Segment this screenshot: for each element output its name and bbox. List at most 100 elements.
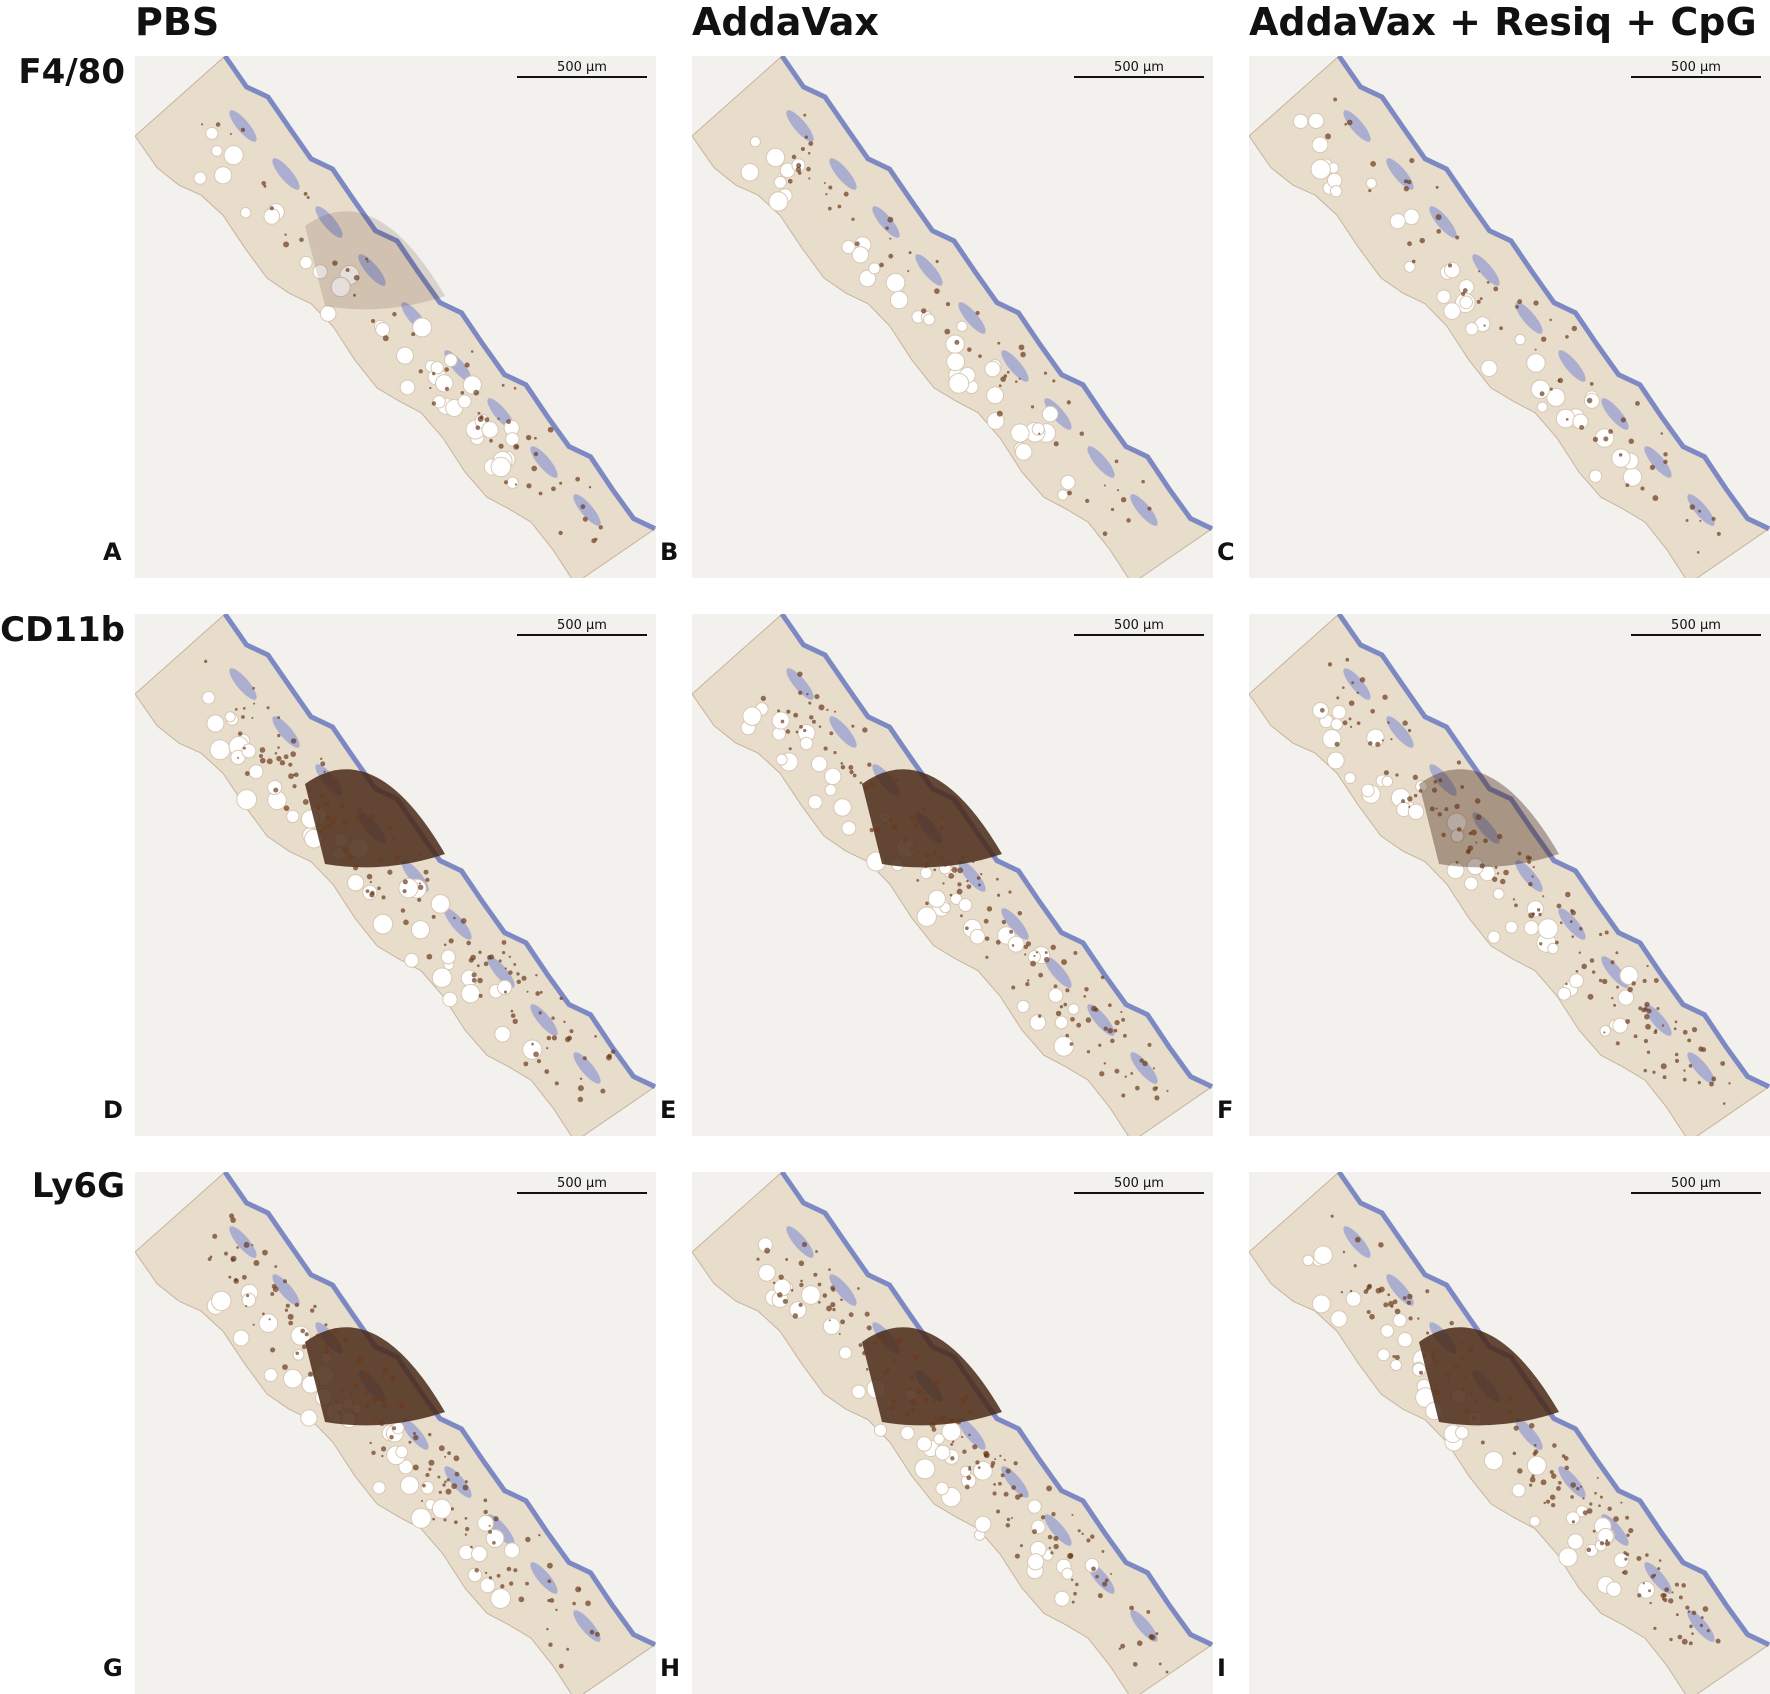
stain-dot (266, 706, 270, 710)
adipocyte (1529, 1515, 1541, 1527)
stain-dot (1166, 1089, 1169, 1092)
adipocyte (1536, 401, 1548, 413)
stain-dot (1120, 1643, 1126, 1649)
adipocyte (923, 313, 936, 326)
stain-dot (551, 486, 556, 492)
stain-dot (531, 465, 538, 472)
stain-dot (453, 1455, 460, 1462)
stain-dot (800, 1279, 803, 1283)
adipocyte (213, 166, 233, 185)
stain-dot (1716, 531, 1721, 536)
stain-dot (1453, 1364, 1457, 1368)
stain-dot (825, 193, 828, 196)
adipocyte (833, 798, 852, 817)
stain-dot (1507, 1409, 1513, 1414)
stain-dot (1615, 951, 1619, 955)
stain-dot (1587, 993, 1594, 1000)
stain-dot (940, 814, 944, 819)
follicle (1687, 1052, 1715, 1084)
follicle (229, 1226, 257, 1258)
stain-dot (795, 166, 802, 173)
adipocyte (248, 764, 264, 780)
stain-dot (1579, 424, 1585, 430)
stain-dot (326, 823, 332, 829)
stain-dot (944, 328, 951, 335)
stain-dot (261, 181, 266, 186)
stain-dot (244, 771, 250, 776)
stain-dot (1581, 963, 1587, 970)
stain-dot (1048, 1546, 1051, 1550)
adipocyte (1443, 302, 1461, 320)
stain-dot (349, 1390, 353, 1394)
follicle (1558, 908, 1586, 940)
adipocyte (1617, 989, 1635, 1006)
stain-dot (1673, 1027, 1677, 1031)
adipocyte (916, 906, 937, 927)
stain-dot (1649, 464, 1656, 470)
stain-dot (1436, 229, 1442, 234)
stain-dot (381, 895, 386, 900)
stain-dot (1613, 1516, 1619, 1522)
adipocyte (771, 711, 790, 730)
stain-dot (1449, 1320, 1454, 1326)
follicle (786, 110, 814, 142)
stain-dot (785, 1258, 789, 1261)
stain-dot (1135, 1085, 1140, 1091)
stain-dot (1644, 1014, 1650, 1020)
column-header: AddaVax + Resiq + CpG (1249, 0, 1757, 44)
follicle (829, 1274, 857, 1306)
stain-dot (1685, 519, 1689, 522)
follicle (1001, 1466, 1029, 1498)
stain-dot (450, 1507, 455, 1511)
stain-dot (858, 1343, 863, 1347)
panel-letter: C (1217, 538, 1235, 566)
stain-dot (1129, 1605, 1135, 1611)
stain-dot (1625, 1019, 1631, 1024)
stain-dot (201, 123, 204, 126)
stain-dot (1591, 970, 1596, 974)
adipocyte (1016, 999, 1030, 1013)
adipocyte (497, 979, 513, 996)
stain-dot (1061, 959, 1068, 966)
stain-dot (1346, 119, 1353, 126)
stain-dot (501, 951, 506, 955)
stain-dot (1370, 708, 1375, 714)
stain-dot (513, 963, 517, 966)
stain-dot (1366, 1310, 1371, 1315)
adipocyte (290, 1325, 311, 1346)
stain-dot (1392, 1355, 1396, 1359)
stain-dot (760, 695, 766, 702)
stain-dot (1152, 1086, 1158, 1092)
stain-dot (1014, 1553, 1020, 1559)
stain-dot (234, 707, 238, 711)
stain-dot (465, 1526, 470, 1532)
stain-dot (566, 1647, 570, 1651)
stain-dot (306, 195, 310, 199)
stain-dot (1071, 1513, 1074, 1516)
adipocyte (950, 892, 963, 906)
stain-dot (1456, 760, 1462, 765)
panel-letter: D (103, 1096, 123, 1124)
stain-dot (1142, 1060, 1148, 1067)
adipocyte (1361, 783, 1375, 798)
stain-dot (413, 1432, 416, 1435)
stain-dot (282, 1279, 287, 1284)
stain-dot (777, 709, 781, 713)
stain-dot (1378, 1242, 1384, 1248)
stain-dot (1411, 259, 1416, 264)
stain-dot (1674, 1020, 1678, 1024)
stain-dot (423, 869, 429, 875)
stain-dot (1407, 1293, 1413, 1300)
stain-dot (954, 339, 960, 345)
stain-dot (324, 801, 330, 807)
stain-dot (1691, 1610, 1697, 1616)
stain-dot (1542, 895, 1545, 898)
stain-dot (470, 350, 474, 353)
stain-dot (975, 310, 980, 316)
stain-dot (1020, 351, 1026, 358)
stain-dot (975, 1460, 980, 1465)
stain-dot (1653, 1030, 1658, 1035)
stain-dot (1381, 739, 1384, 742)
stain-dot (1001, 919, 1007, 925)
